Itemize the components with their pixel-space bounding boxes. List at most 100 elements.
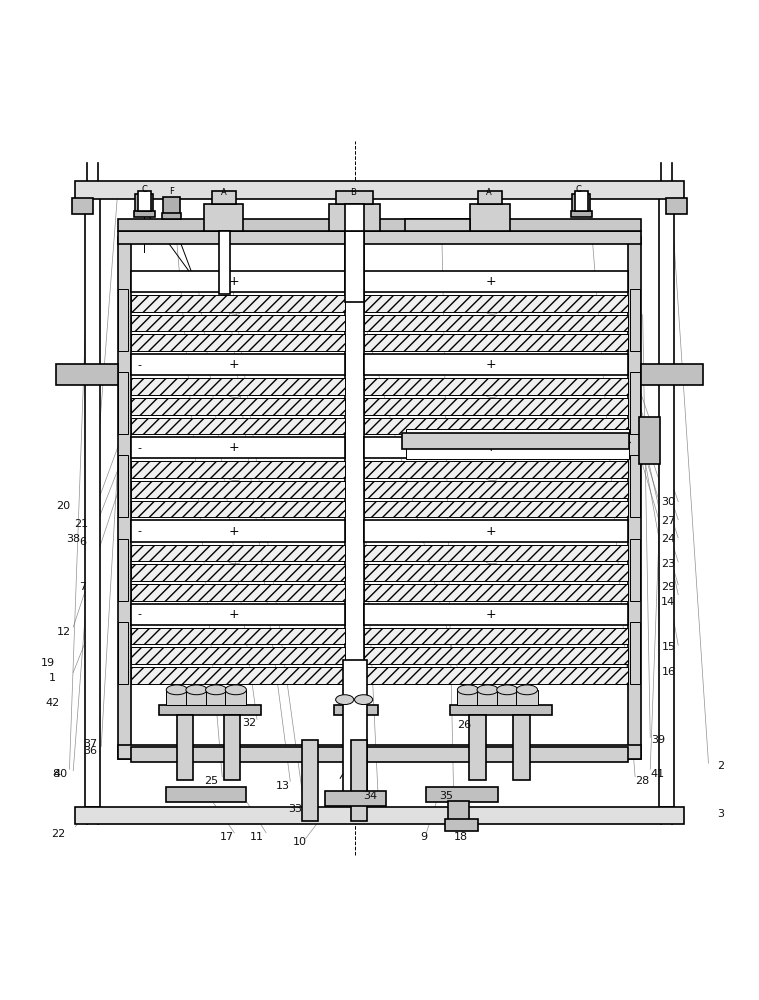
Bar [204,204,244,231]
Text: +: + [229,525,240,538]
Text: 33: 33 [288,804,302,814]
Text: 28: 28 [635,776,650,786]
Bar [571,211,592,217]
Bar [458,690,479,705]
Bar [471,204,509,231]
Text: 24: 24 [661,534,676,544]
Bar [131,647,345,664]
Text: 1: 1 [49,673,56,683]
Bar [118,622,128,684]
Bar [364,271,628,292]
Bar [131,378,345,395]
Text: 37: 37 [83,739,98,749]
Text: A: A [486,188,491,197]
Bar [364,354,628,375]
Bar [163,197,180,216]
Bar [75,807,684,824]
Text: -: - [138,609,142,619]
Bar [364,545,628,561]
Bar [166,787,246,802]
Ellipse shape [225,685,247,695]
Bar [364,378,628,395]
Bar [364,501,628,517]
Bar [364,398,628,415]
Text: 6: 6 [80,537,87,547]
Bar [131,295,345,312]
Text: 22: 22 [51,829,65,839]
Bar [364,418,628,434]
Bar [135,194,153,214]
Bar [364,461,628,478]
Text: +: + [229,441,240,454]
Ellipse shape [206,685,227,695]
Text: 17: 17 [219,832,234,842]
Bar [628,237,641,759]
Bar [351,740,367,821]
Text: C: C [141,185,147,194]
Bar [364,481,628,498]
Bar [364,564,628,581]
Ellipse shape [458,685,479,695]
Bar [131,501,345,517]
Bar [131,461,345,478]
Bar [118,745,641,759]
Text: 35: 35 [439,791,453,801]
Bar [118,219,641,231]
Text: 12: 12 [56,627,71,637]
Text: 7: 7 [80,582,87,592]
Bar [118,455,128,517]
Bar [343,660,367,804]
Bar [639,417,660,464]
Text: +: + [229,608,240,621]
Bar [186,690,207,705]
Bar [206,690,227,705]
Text: +: + [229,358,240,371]
Ellipse shape [335,695,354,705]
Bar [364,647,628,664]
Bar [630,622,641,684]
Text: 32: 32 [242,718,257,728]
Text: 40: 40 [53,769,68,779]
Bar [177,715,194,780]
Text: C: C [575,185,581,194]
Text: 29: 29 [661,582,676,592]
Bar [641,364,703,385]
Text: 30: 30 [661,497,676,507]
Text: 15: 15 [661,642,676,652]
Bar [334,705,378,715]
Bar [630,289,641,351]
Bar [131,628,345,644]
Text: 39: 39 [650,735,665,745]
Bar [118,372,128,434]
Bar [513,715,530,780]
Bar [84,196,100,807]
Bar [630,372,641,434]
Bar [118,237,131,759]
Bar [364,604,628,625]
Bar [131,354,345,375]
Bar [450,705,552,715]
Bar [131,604,345,625]
Bar [445,819,478,831]
Text: 13: 13 [276,781,290,791]
Ellipse shape [496,685,518,695]
Bar [159,705,261,715]
Text: -: - [138,360,142,370]
Bar [364,584,628,601]
Bar [131,437,345,458]
Bar [131,520,345,542]
Bar [118,231,641,244]
Text: 10: 10 [293,837,307,847]
Bar [405,219,471,231]
Bar [336,191,373,204]
Text: 38: 38 [66,534,80,544]
Bar [666,198,688,214]
Text: 20: 20 [56,501,71,511]
Text: +: + [486,275,496,288]
Bar [364,437,628,458]
Text: -: - [138,443,142,453]
Bar [496,690,518,705]
Bar [131,398,345,415]
Text: +: + [486,441,496,454]
Bar [118,289,128,351]
